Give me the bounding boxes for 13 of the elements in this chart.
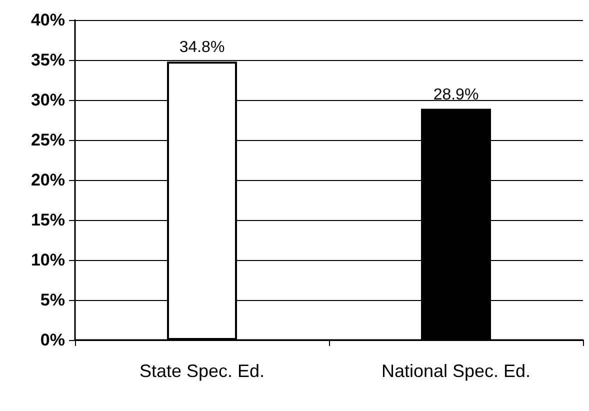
y-tick-label: 5% bbox=[40, 290, 65, 310]
y-tick-label: 0% bbox=[40, 330, 65, 350]
data-label: 34.8% bbox=[179, 39, 225, 56]
y-tick-label: 35% bbox=[30, 50, 65, 70]
y-tick-label: 10% bbox=[30, 250, 65, 270]
y-tick-label: 30% bbox=[30, 90, 65, 110]
data-label: 28.9% bbox=[433, 86, 479, 104]
y-tick-label: 15% bbox=[30, 210, 65, 230]
y-tick-label: 40% bbox=[30, 10, 65, 30]
x-tick-label: National Spec. Ed. bbox=[381, 361, 531, 381]
y-tick-label: 25% bbox=[30, 130, 65, 150]
x-tick-label: State Spec. Ed. bbox=[139, 361, 265, 381]
y-tick-label: 20% bbox=[30, 170, 65, 190]
